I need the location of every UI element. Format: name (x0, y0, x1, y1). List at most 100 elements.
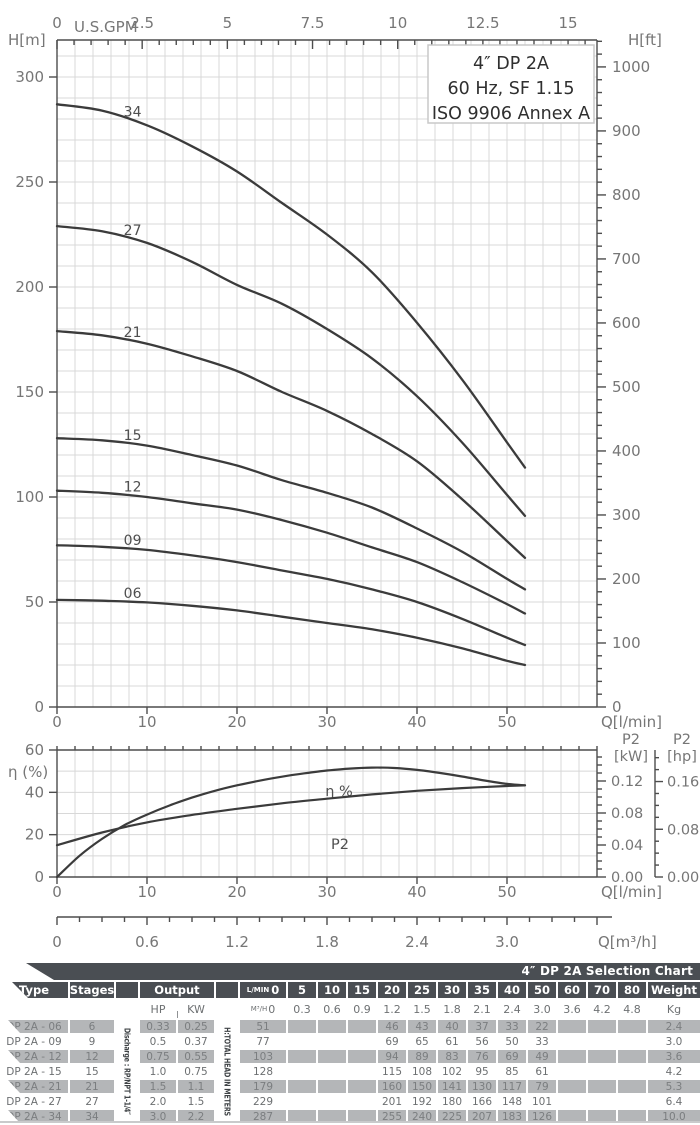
col-header-flow-30: 30 (438, 982, 466, 998)
row-stages: 21 (70, 1080, 114, 1093)
row-stages: 12 (70, 1050, 114, 1063)
row-weight: 3.6 (648, 1050, 700, 1063)
row-head (318, 1035, 346, 1048)
svg-text:1000: 1000 (612, 58, 650, 76)
subheader-m3h-1.5: 1.5 (413, 1002, 431, 1016)
svg-text:3.0: 3.0 (495, 933, 519, 951)
row-hp: 1.0 (149, 1065, 167, 1078)
svg-text:50: 50 (497, 883, 516, 901)
stage-15-curve: 15 (55, 428, 527, 591)
svg-text:500: 500 (612, 378, 641, 396)
chart1-grid (57, 40, 597, 707)
row-head (288, 1080, 316, 1093)
row-head (348, 1095, 376, 1108)
col-header-flow-60: 60 (558, 982, 586, 998)
col-header-weight: Weight (648, 982, 700, 998)
svg-text:P2: P2 (622, 732, 640, 748)
row-head: 95 (475, 1065, 489, 1078)
row-head (588, 1080, 616, 1093)
row-head (558, 1110, 586, 1123)
row-head: 51 (240, 1020, 286, 1033)
row-stages: 9 (88, 1035, 96, 1048)
svg-text:P2: P2 (331, 837, 349, 853)
row-head (588, 1095, 616, 1108)
svg-text:7.5: 7.5 (301, 14, 325, 32)
svg-text:12: 12 (124, 480, 142, 496)
row-type: DP 2A - 09 (6, 1035, 62, 1048)
svg-text:0.6: 0.6 (135, 933, 159, 951)
svg-text:0.08: 0.08 (667, 822, 699, 838)
row-head (288, 1110, 316, 1123)
svg-text:09: 09 (124, 533, 142, 549)
stage-12-curve: 12 (55, 480, 527, 615)
subheader-hp: HP (140, 1000, 178, 1018)
col-header-flow-40: 40 (498, 982, 526, 998)
stage-34-curve: 34 (55, 103, 527, 469)
svg-text:20: 20 (227, 883, 246, 901)
col-header-flow-80: 80 (618, 982, 646, 998)
svg-text:ISO 9906 Annex A: ISO 9906 Annex A (432, 104, 590, 124)
subheader-m3h-2.4: 2.4 (503, 1002, 521, 1016)
svg-text:06: 06 (124, 586, 142, 602)
row-head (348, 1110, 376, 1123)
col-header-flow-70: 70 (588, 982, 616, 998)
row-head: 77 (256, 1035, 270, 1048)
row-head (588, 1050, 616, 1063)
svg-text:0.00: 0.00 (611, 870, 643, 886)
row-head: 287 (240, 1110, 286, 1123)
row-head (318, 1110, 346, 1123)
row-head: 103 (240, 1050, 286, 1063)
row-head: 128 (252, 1065, 274, 1078)
svg-text:0: 0 (52, 713, 62, 731)
row-head (318, 1050, 346, 1063)
row-kw: 0.55 (178, 1050, 214, 1063)
row-kw: 2.2 (178, 1110, 214, 1123)
row-head (318, 1095, 346, 1108)
svg-text:Q[m³/h]: Q[m³/h] (598, 933, 657, 951)
row-kw: 1.1 (178, 1080, 214, 1093)
row-kw: 1.5 (187, 1095, 205, 1108)
svg-text:10: 10 (137, 883, 156, 901)
col-header-flow-50: 50 (528, 982, 556, 998)
svg-text:η (%): η (%) (8, 763, 48, 781)
row-head: 43 (408, 1020, 436, 1033)
col-header-flow-25: 25 (408, 982, 436, 998)
row-type: DP 2A - 21 (8, 1080, 68, 1093)
row-head (618, 1110, 646, 1123)
subheader-m3h-1.2: 1.2 (383, 1002, 401, 1016)
svg-text:0: 0 (34, 698, 44, 716)
svg-text:30: 30 (317, 713, 336, 731)
row-hp: 0.75 (140, 1050, 176, 1063)
row-head: 49 (528, 1050, 556, 1063)
subheader-m3h-0.9: 0.9 (353, 1002, 371, 1016)
col-header-flow-35: 35 (468, 982, 496, 998)
subheader-m3h: M³/H 0 (240, 1000, 286, 1018)
row-head (618, 1065, 646, 1078)
svg-text:2.4: 2.4 (405, 933, 429, 951)
col-header-stages: Stages (69, 982, 115, 998)
svg-text:200: 200 (15, 278, 44, 296)
row-kw: 0.37 (184, 1035, 208, 1048)
svg-text:20: 20 (25, 826, 44, 844)
svg-text:15: 15 (124, 428, 142, 444)
row-head (318, 1020, 346, 1033)
row-head (558, 1065, 586, 1078)
m3h-unit-label: M³/H (250, 1005, 268, 1013)
row-head: 69 (385, 1035, 399, 1048)
row-head (588, 1020, 616, 1033)
row-head (348, 1065, 376, 1078)
row-stages: 15 (85, 1065, 99, 1078)
row-head (348, 1035, 376, 1048)
discharge-label: Discharge : RP/NPT 1-1/4″ (116, 1020, 138, 1123)
svg-text:150: 150 (15, 383, 44, 401)
row-head: 117 (498, 1080, 526, 1093)
subheader-kw: KW (187, 1002, 205, 1016)
svg-text:0: 0 (52, 933, 62, 951)
row-hp: 1.5 (140, 1080, 176, 1093)
svg-text:12.5: 12.5 (466, 14, 499, 32)
svg-text:2.5: 2.5 (130, 14, 154, 32)
row-stages: 27 (85, 1095, 99, 1108)
row-head: 240 (408, 1110, 436, 1123)
subheader-m3h-3.6: 3.6 (563, 1002, 581, 1016)
